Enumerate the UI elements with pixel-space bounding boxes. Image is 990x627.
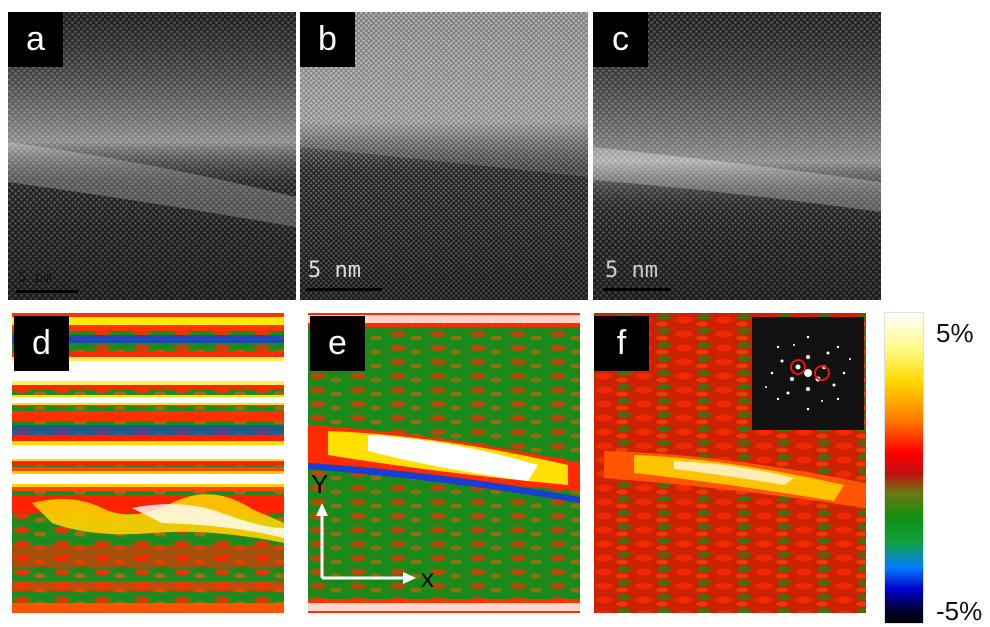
- axis-x-label: x: [421, 563, 434, 593]
- strain-map-panel-d: d: [12, 313, 284, 613]
- strain-colorbar: [884, 312, 924, 624]
- hrtem-panel-b: b 5 nm: [300, 12, 588, 300]
- panel-label-a: a: [8, 12, 63, 67]
- diffraction-pattern-inset: [752, 317, 864, 430]
- hrtem-panel-c: c 5 nm: [593, 12, 881, 300]
- scale-text-b: 5 nm: [308, 258, 361, 283]
- scale-bar-c: [603, 288, 671, 291]
- scale-bar-b: [306, 288, 382, 291]
- panel-label-b: b: [300, 12, 355, 67]
- axes-arrows: [316, 503, 416, 584]
- panel-label-e: e: [310, 316, 365, 371]
- strain-map-panel-f: f: [594, 313, 866, 613]
- hrtem-image-b: [300, 12, 588, 300]
- scale-text-c: 5 nm: [605, 258, 658, 283]
- panel-label-f: f: [594, 316, 649, 371]
- axis-y-label: Y: [311, 469, 329, 499]
- scale-text-a: 5 nm: [18, 270, 52, 286]
- panel-label-d: d: [14, 316, 69, 371]
- panel-label-c: c: [593, 12, 648, 67]
- scale-bar-a: [16, 290, 78, 293]
- hrtem-panel-a: a 5 nm: [8, 12, 296, 300]
- colorbar-min-label: -5%: [936, 596, 983, 626]
- colorbar-max-label: 5%: [936, 318, 974, 348]
- strain-map-panel-e: e Y x: [308, 313, 580, 613]
